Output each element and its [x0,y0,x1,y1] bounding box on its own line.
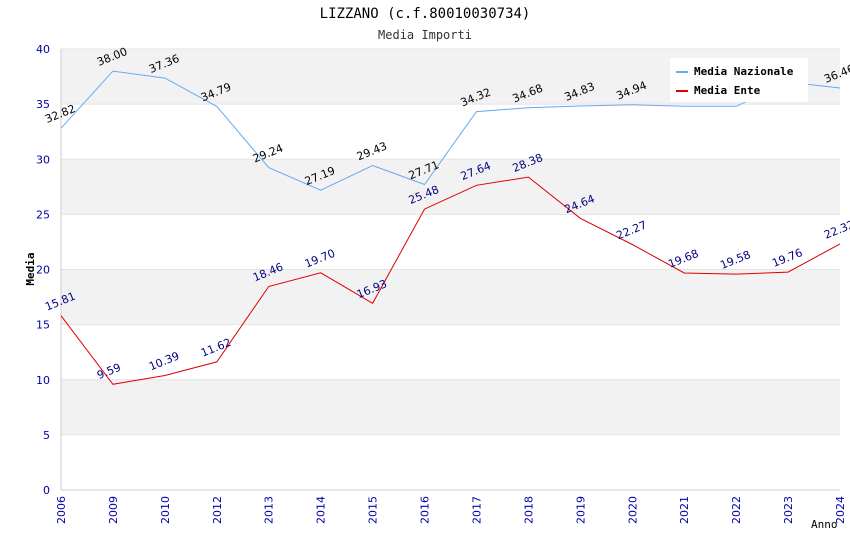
y-tick-label: 20 [36,264,50,277]
x-tick-label: 2009 [107,496,120,524]
series-line-media-nazionale [60,70,841,191]
legend-label-media-ente: Media Ente [694,84,761,97]
legend: Media Nazionale Media Ente [670,58,808,102]
x-tick-labels: 2006 2009 2010 2012 2013 2014 2015 2016 2017 2018… [55,496,847,524]
plot-band [61,434,840,490]
x-tick-label: 2024 [834,496,847,524]
x-tick-label: 2019 [574,496,587,524]
x-tick-label: 2012 [211,496,224,524]
x-tick-label: 2021 [678,496,691,524]
series-line-media-ente [60,176,841,385]
chart-title: LIZZANO (c.f.80010030734) [320,6,531,22]
legend-box [670,58,808,102]
y-tick-labels: 0 5 10 15 20 25 30 35 40 [36,43,50,497]
x-axis-label: Anno [811,518,838,531]
y-tick-label: 0 [43,484,50,497]
chart-subtitle: Media Importi [378,28,472,42]
y-tick-label: 40 [36,43,50,56]
x-tick-label: 2006 [55,496,68,524]
x-tick-label: 2015 [367,496,380,524]
y-tick-label: 25 [36,208,50,221]
plot-background-bands [61,49,840,490]
plot-band [61,159,840,215]
y-tick-label: 30 [36,153,50,166]
plot-band [61,379,840,435]
y-tick-label: 15 [36,319,50,332]
x-tick-label: 2022 [730,496,743,524]
x-tick-label: 2016 [419,496,432,524]
plot-band [61,269,840,325]
x-tick-label: 2020 [626,496,639,524]
y-axis-label: Media [24,252,37,285]
x-tick-label: 2013 [263,496,276,524]
x-tick-label: 2010 [159,496,172,524]
x-tick-label: 2023 [782,496,795,524]
plot-band [61,324,840,380]
series-lines [60,70,841,385]
y-tick-label: 5 [43,429,50,442]
plot-band [61,214,840,270]
x-tick-label: 2018 [522,496,535,524]
y-tick-label: 10 [36,374,50,387]
y-tick-label: 35 [36,98,50,111]
x-tick-label: 2014 [315,496,328,524]
legend-label-media-nazionale: Media Nazionale [694,65,794,78]
x-tick-label: 2017 [470,496,483,524]
plot-band [61,104,840,160]
